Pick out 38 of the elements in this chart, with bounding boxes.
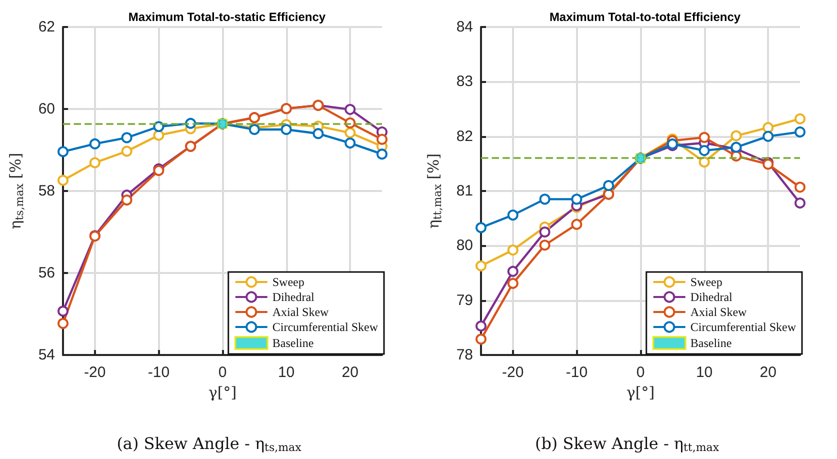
- legend-label: Axial Skew: [272, 305, 330, 319]
- y-tick-label: 56: [38, 264, 55, 282]
- legend-label: Baseline: [690, 336, 732, 350]
- y-tick-label: 80: [456, 237, 473, 254]
- y-tick-label: 78: [456, 346, 473, 364]
- y-tick-label: 60: [38, 100, 55, 118]
- x-tick-label: -20: [502, 364, 524, 381]
- legend-label: Sweep: [690, 275, 722, 289]
- x-tick-label: -10: [566, 364, 588, 381]
- x-tick-label: 10: [696, 364, 713, 381]
- x-tick-label: 20: [342, 364, 358, 381]
- chart-title: Maximum Total-to-static Efficiency: [128, 10, 326, 24]
- x-tick-label: 20: [760, 364, 776, 381]
- x-tick-label: 10: [278, 364, 295, 381]
- x-axis-title: γ[°]: [208, 384, 237, 402]
- x-tick-label: 0: [218, 364, 227, 381]
- y-tick-label: 62: [38, 18, 55, 36]
- y-tick-label: 81: [456, 182, 473, 200]
- y-tick-label: 82: [456, 128, 473, 145]
- x-tick-label: -20: [84, 364, 106, 381]
- x-tick-label: -10: [148, 364, 170, 381]
- legend-label: Sweep: [272, 275, 304, 289]
- legend-label: Baseline: [272, 336, 314, 350]
- y-tick-label: 58: [38, 182, 55, 200]
- legend-label: Axial Skew: [690, 305, 748, 319]
- y-axis-title: ηts,max [%]: [6, 152, 26, 230]
- y-tick-label: 83: [456, 73, 473, 90]
- y-tick-label: 79: [456, 292, 473, 309]
- chart-title: Maximum Total-to-total Efficiency: [549, 10, 741, 24]
- legend-label: Dihedral: [272, 290, 316, 304]
- x-axis-title: γ[°]: [626, 384, 655, 402]
- legend-label: Circumferential Skew: [690, 320, 796, 334]
- x-tick-label: 0: [636, 364, 645, 381]
- legend-label: Dihedral: [690, 290, 734, 304]
- y-tick-label: 84: [456, 18, 473, 36]
- y-tick-label: 54: [38, 346, 55, 364]
- legend-label: Circumferential Skew: [272, 320, 378, 334]
- y-axis-title: ηtt,max [%]: [424, 153, 444, 229]
